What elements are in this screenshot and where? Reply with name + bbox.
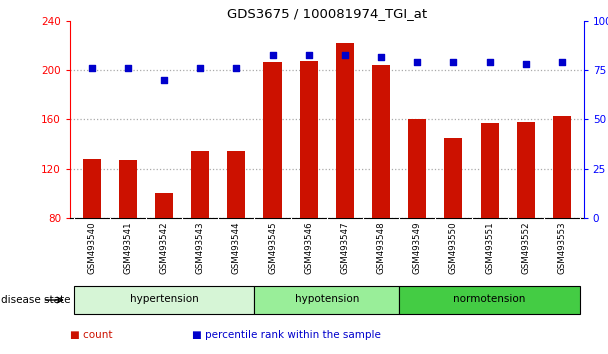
Text: GSM493549: GSM493549 — [413, 221, 422, 274]
Bar — [83, 159, 101, 218]
Text: disease state: disease state — [1, 295, 71, 305]
Text: GSM493545: GSM493545 — [268, 221, 277, 274]
Point — [195, 65, 205, 71]
Text: hypotension: hypotension — [295, 295, 359, 304]
Bar — [191, 152, 209, 218]
Point — [304, 52, 314, 57]
Bar — [480, 123, 499, 218]
Bar — [336, 43, 354, 218]
Text: GSM493546: GSM493546 — [304, 221, 313, 274]
Point — [449, 60, 458, 65]
Text: GSM493541: GSM493541 — [123, 221, 133, 274]
Title: GDS3675 / 100081974_TGI_at: GDS3675 / 100081974_TGI_at — [227, 7, 427, 20]
Point — [123, 65, 133, 71]
Text: GSM493543: GSM493543 — [196, 221, 205, 274]
Bar — [399, 286, 580, 314]
Point — [159, 77, 169, 83]
Bar — [517, 122, 535, 218]
Bar — [300, 61, 318, 218]
Point — [340, 52, 350, 57]
Bar — [119, 160, 137, 218]
Text: GSM493551: GSM493551 — [485, 221, 494, 274]
Text: ■ percentile rank within the sample: ■ percentile rank within the sample — [192, 330, 381, 340]
Point — [232, 65, 241, 71]
Bar — [263, 62, 282, 218]
Point — [268, 52, 277, 57]
Text: GSM493553: GSM493553 — [558, 221, 567, 274]
Bar — [408, 119, 426, 218]
Text: normotension: normotension — [454, 295, 526, 304]
Point — [521, 62, 531, 67]
Bar — [227, 152, 246, 218]
Bar — [254, 286, 399, 314]
Text: GSM493552: GSM493552 — [521, 221, 530, 274]
Text: GSM493540: GSM493540 — [87, 221, 96, 274]
Point — [412, 60, 422, 65]
Point — [557, 60, 567, 65]
Point — [87, 65, 97, 71]
Text: GSM493548: GSM493548 — [376, 221, 385, 274]
Bar — [372, 65, 390, 218]
Bar — [553, 116, 571, 218]
Bar — [155, 193, 173, 218]
Text: GSM493547: GSM493547 — [340, 221, 350, 274]
Point — [376, 54, 386, 59]
Point — [485, 60, 494, 65]
Text: GSM493542: GSM493542 — [159, 221, 168, 274]
Bar — [74, 286, 254, 314]
Text: GSM493550: GSM493550 — [449, 221, 458, 274]
Text: ■ count: ■ count — [70, 330, 112, 340]
Text: hypertension: hypertension — [130, 295, 198, 304]
Bar — [444, 138, 463, 218]
Text: GSM493544: GSM493544 — [232, 221, 241, 274]
